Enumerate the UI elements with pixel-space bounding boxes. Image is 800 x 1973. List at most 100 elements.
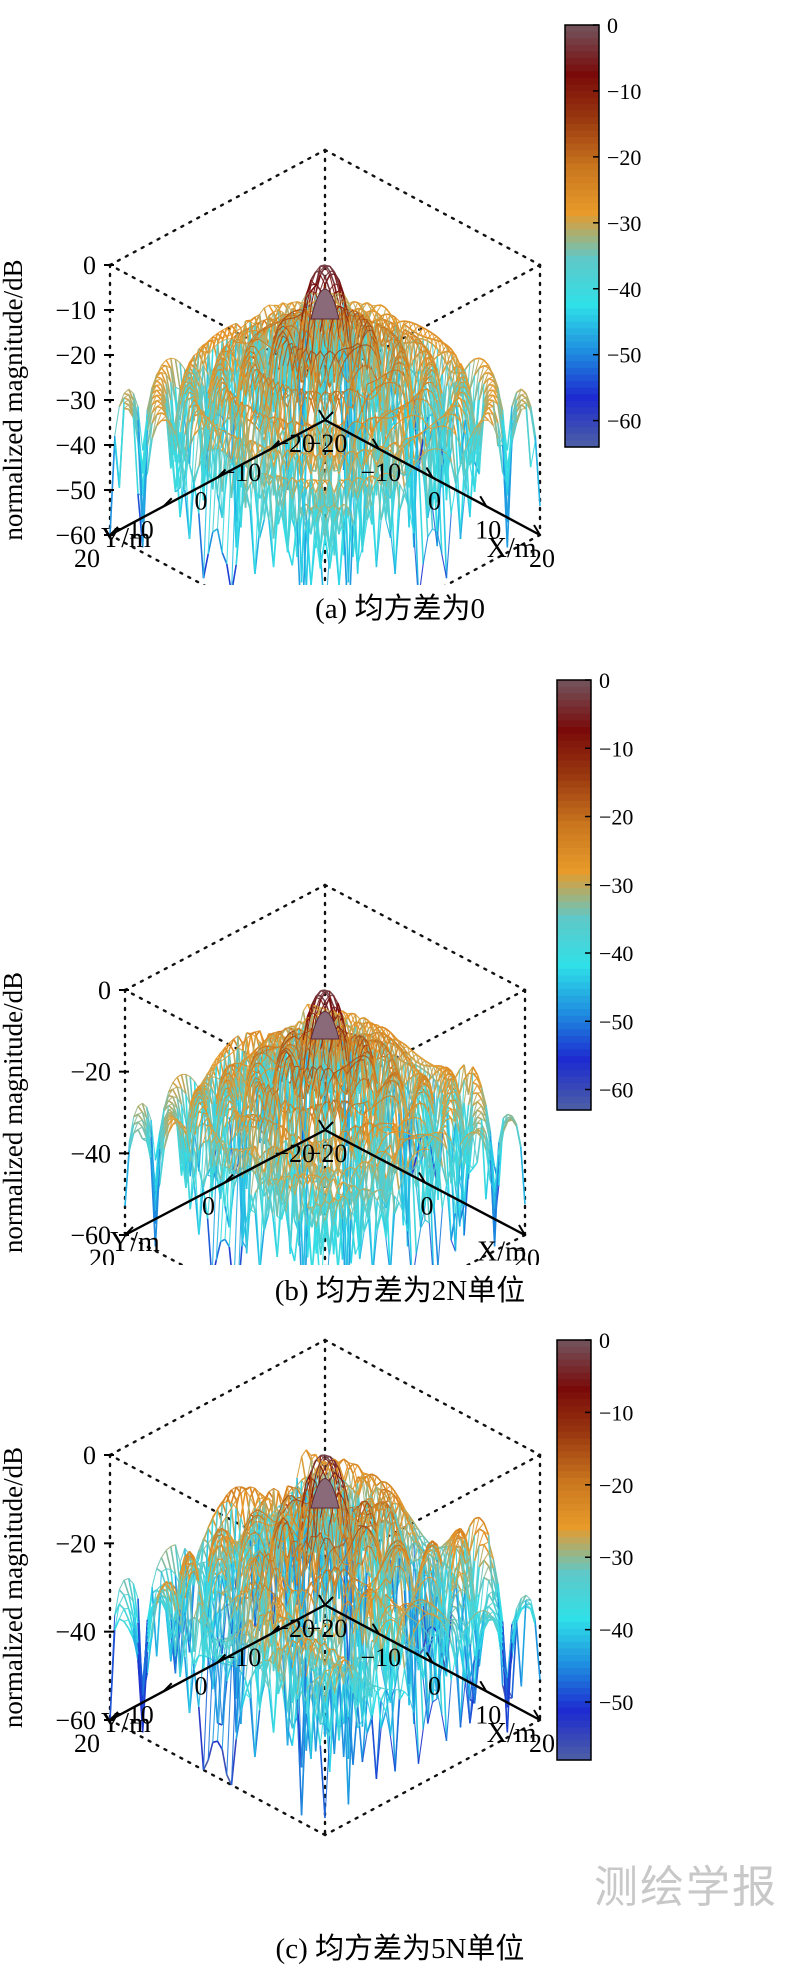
surface-segment — [347, 357, 354, 403]
surface-segment — [333, 489, 340, 511]
surface-segment — [263, 304, 270, 309]
y-tick — [324, 411, 334, 421]
surface-segment — [361, 457, 368, 470]
surface-segment — [338, 451, 344, 455]
surface-segment — [282, 345, 289, 366]
surface-segment — [525, 408, 532, 468]
surface-segment — [376, 311, 382, 317]
surface-segment — [385, 410, 391, 412]
colorbar-cell — [565, 117, 599, 125]
surface-segment — [357, 456, 363, 471]
surface-segment — [451, 413, 457, 417]
surface-segment — [277, 365, 284, 438]
surface-plot-a: 0−10−20−30−40−50−60−20−1001020X/m20100−1… — [0, 13, 641, 585]
surface-segment — [156, 407, 162, 415]
surface-segment — [366, 318, 373, 323]
surface-segment — [305, 489, 312, 516]
surface-segment — [385, 444, 391, 450]
surface-segment — [361, 334, 368, 482]
surface-segment — [455, 379, 462, 401]
surface-segment — [315, 397, 321, 417]
surface-segment — [520, 393, 527, 399]
surface-segment — [207, 336, 214, 356]
surface-segment — [156, 379, 162, 386]
surface-segment — [193, 429, 200, 481]
surface-segment — [460, 391, 466, 395]
surface-segment — [371, 480, 377, 491]
surface-segment — [455, 435, 462, 448]
surface-segment — [282, 366, 289, 431]
surface-segment — [118, 393, 125, 407]
surface-segment — [226, 338, 232, 345]
surface-segment — [422, 363, 429, 381]
surface-segment — [352, 477, 359, 483]
surface-segment — [361, 508, 368, 548]
surface-segment — [198, 346, 204, 355]
surface-segment — [231, 331, 237, 335]
surface-segment — [244, 451, 251, 488]
surface-segment — [315, 270, 321, 285]
surface-segment — [259, 307, 265, 315]
surface-segment — [156, 399, 162, 402]
surface-segment — [361, 320, 368, 330]
surface-segment — [371, 324, 377, 350]
surface-segment — [231, 322, 237, 326]
surface-segment — [497, 404, 504, 421]
surface-segment — [230, 392, 237, 406]
surface-segment — [301, 391, 307, 407]
surface-segment — [141, 1119, 148, 1135]
surface-segment — [216, 428, 223, 492]
surface-segment — [198, 344, 204, 350]
surface-segment — [222, 429, 227, 433]
surface-segment — [324, 368, 331, 395]
surface-segment — [245, 440, 251, 447]
surface-segment — [259, 382, 265, 411]
surface-segment — [277, 344, 284, 370]
surface-mesh — [109, 264, 541, 585]
surface-segment — [319, 266, 326, 276]
surface-segment — [207, 381, 214, 409]
surface-segment — [217, 363, 223, 366]
surface-segment — [371, 424, 377, 433]
surface-segment — [399, 355, 405, 359]
surface-segment — [399, 329, 406, 344]
surface-segment — [282, 312, 289, 320]
surface-segment — [459, 421, 466, 435]
surface-segment — [357, 406, 363, 422]
surface-segment — [156, 394, 162, 397]
surface-segment — [292, 301, 298, 304]
surface-segment — [212, 442, 218, 453]
surface-segment — [179, 377, 186, 392]
surface-segment — [356, 304, 364, 314]
surface-segment — [277, 419, 284, 433]
surface-segment — [488, 376, 494, 380]
surface-segment — [417, 325, 424, 340]
surface-segment — [174, 391, 181, 425]
surface-segment — [184, 391, 191, 403]
surface-segment — [216, 389, 223, 410]
surface-segment — [282, 487, 289, 551]
surface-segment — [399, 370, 405, 377]
surface-segment — [291, 392, 298, 447]
surface-segment — [366, 391, 373, 399]
surface-segment — [483, 359, 490, 367]
surface-segment — [408, 334, 415, 343]
surface-segment — [427, 402, 433, 410]
surface-segment — [329, 521, 335, 552]
colorbar-cell — [565, 315, 599, 323]
surface-segment — [220, 1238, 226, 1243]
surface-segment — [445, 371, 452, 418]
surface-segment — [226, 338, 233, 440]
surface-segment — [161, 371, 167, 375]
surface-segment — [287, 315, 293, 325]
surface-segment — [366, 484, 373, 521]
surface-segment — [348, 406, 354, 409]
surface-segment — [212, 333, 219, 349]
surface-segment — [403, 494, 410, 510]
surface-segment — [329, 480, 335, 494]
surface-segment — [422, 357, 429, 372]
surface-segment — [296, 347, 302, 351]
surface-segment — [156, 375, 162, 380]
surface-segment — [422, 432, 429, 506]
colorbar-cell — [565, 440, 599, 448]
